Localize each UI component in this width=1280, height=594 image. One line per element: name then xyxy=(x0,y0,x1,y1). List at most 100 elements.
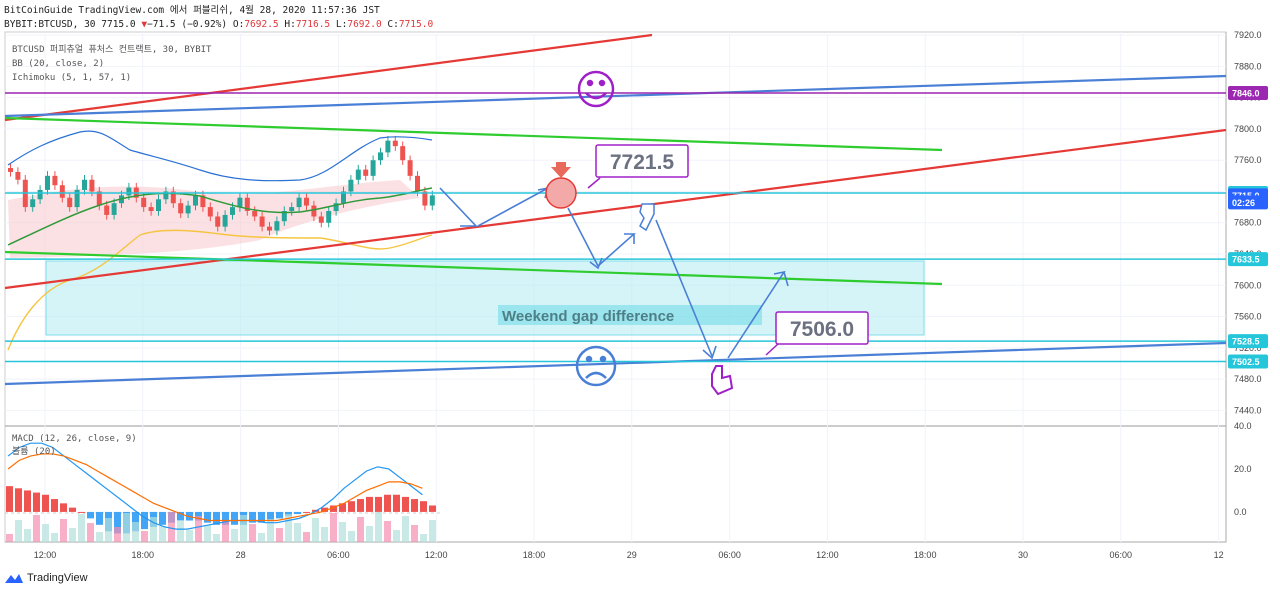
candle-body xyxy=(185,205,191,214)
volume-bars xyxy=(6,512,436,542)
price-label-text: 7502.5 xyxy=(1232,357,1260,367)
macd-histogram-bar xyxy=(231,511,238,525)
macd-histogram-bar xyxy=(6,486,13,512)
time-tick-label: 12 xyxy=(1214,550,1224,560)
legend-title[interactable]: BTCUSD 퍼피츄얼 퓨처스 컨트랙트, 30, BYBIT xyxy=(12,45,212,55)
price-label-text: 7633.5 xyxy=(1232,255,1260,265)
candle-body xyxy=(52,175,58,186)
time-tick-label: 18:00 xyxy=(523,550,546,560)
pointing-hand-icon xyxy=(639,203,655,232)
candle-body xyxy=(15,171,21,180)
macd-histogram-bar xyxy=(339,503,346,512)
macd-line xyxy=(7,442,423,530)
volume-bar xyxy=(105,518,112,542)
volume-bar xyxy=(186,530,193,542)
price-label-tag xyxy=(1228,85,1268,100)
legend-volume[interactable]: 볼륨 (20) xyxy=(12,447,56,457)
volume-bar xyxy=(15,520,22,542)
time-tick-label: 29 xyxy=(627,550,637,560)
volume-bar xyxy=(258,533,265,542)
candle-body xyxy=(392,140,398,147)
down-arrow-icon: ▼ xyxy=(141,19,148,30)
legend-ichimoku[interactable]: Ichimoku (5, 1, 57, 1) xyxy=(12,73,132,83)
volume-bar xyxy=(420,534,427,542)
pointing-hand-down-icon xyxy=(711,365,734,396)
macd-histogram-bar xyxy=(258,511,265,523)
candle-body xyxy=(348,179,354,192)
macd-histogram-bar xyxy=(141,511,148,530)
macd-histogram-bar xyxy=(204,511,211,523)
macd-histogram-bar xyxy=(132,511,139,532)
candle-body xyxy=(400,146,406,161)
candle-body xyxy=(96,191,102,206)
candle-body xyxy=(207,207,213,217)
candle-body xyxy=(126,187,132,196)
volume-bar xyxy=(339,522,346,542)
volume-bar xyxy=(69,528,76,542)
price-label-text: 7528.5 xyxy=(1232,337,1260,347)
volume-bar xyxy=(267,519,274,542)
macd-histogram-bar xyxy=(177,511,184,521)
volume-bar xyxy=(285,514,292,542)
gap-label-background xyxy=(498,305,762,325)
volume-bar xyxy=(429,520,436,542)
candle-body xyxy=(30,199,36,208)
target-high-value: 7721.5 xyxy=(610,151,675,174)
symbol[interactable]: BYBIT:BTCUSD, 30 xyxy=(4,19,96,30)
volume-bar xyxy=(330,513,337,542)
candle-body xyxy=(74,189,80,208)
candle-body xyxy=(244,197,250,212)
target-low-callout[interactable] xyxy=(775,311,869,345)
callout-pointer-low xyxy=(765,343,779,356)
volume-bar xyxy=(294,523,301,542)
time-tick-label: 18:00 xyxy=(132,550,155,560)
volume-bar xyxy=(141,531,148,542)
price-tick-label: 7800.0 xyxy=(1234,124,1262,134)
time-tick-label: 28 xyxy=(236,550,246,560)
candle-body xyxy=(178,203,184,214)
macd-histogram-bar xyxy=(375,496,382,512)
volume-bar xyxy=(411,525,418,542)
upper-green-channel[interactable] xyxy=(4,116,943,152)
volume-bar xyxy=(150,517,157,542)
close-value: 7715.0 xyxy=(398,19,434,30)
candle-body xyxy=(111,203,117,215)
callout-pointer-high xyxy=(587,177,601,189)
legend-macd[interactable]: MACD (12, 26, close, 9) xyxy=(12,434,137,444)
volume-bar xyxy=(51,533,58,542)
macd-histogram-bar xyxy=(159,511,166,525)
legend-bb[interactable]: BB (20, close, 2) xyxy=(12,59,105,69)
candles xyxy=(8,135,435,236)
price-tick-label: 7560.0 xyxy=(1234,312,1262,322)
candle-body xyxy=(415,175,420,192)
candle-body xyxy=(45,175,50,190)
target-high-marker[interactable] xyxy=(545,177,577,209)
upper-red-trendline[interactable] xyxy=(4,33,653,122)
macd-histogram-bar xyxy=(402,496,409,512)
indicator-legend: BTCUSD 퍼피츄얼 퓨처스 컨트랙트, 30, BYBIT BB (20, … xyxy=(12,43,211,85)
candle-body xyxy=(259,216,265,227)
macd-histogram-bar xyxy=(348,501,355,512)
candle-body xyxy=(237,197,243,208)
tradingview-logo[interactable]: TradingView xyxy=(5,572,88,584)
volume-bar xyxy=(231,529,238,542)
price-label-tag xyxy=(1228,334,1268,349)
lower-red-trendline[interactable] xyxy=(4,128,1227,290)
volume-bar xyxy=(159,526,166,542)
logo-text: TradingView xyxy=(27,572,88,584)
macd-axis-ticks: 40.0 20.0 0.0 xyxy=(1234,421,1252,517)
time-tick-label: 06:00 xyxy=(718,550,741,560)
candle-body xyxy=(59,185,65,198)
macd-histogram-bar xyxy=(393,494,400,512)
price-tick-label: 7440.0 xyxy=(1234,405,1262,415)
candle-body xyxy=(170,191,176,204)
ichimoku-cloud xyxy=(8,180,420,258)
price-change: −71.5 (−0.92%) xyxy=(147,19,228,30)
candle-body xyxy=(156,199,161,212)
chart-header: BitCoinGuide TradingView.com 에서 퍼블리쉬, 4월… xyxy=(4,4,433,32)
close-label: C: xyxy=(387,19,399,30)
upper-blue-trendline[interactable] xyxy=(4,74,1227,118)
volume-bar xyxy=(78,514,85,542)
target-high-callout[interactable] xyxy=(595,144,689,178)
